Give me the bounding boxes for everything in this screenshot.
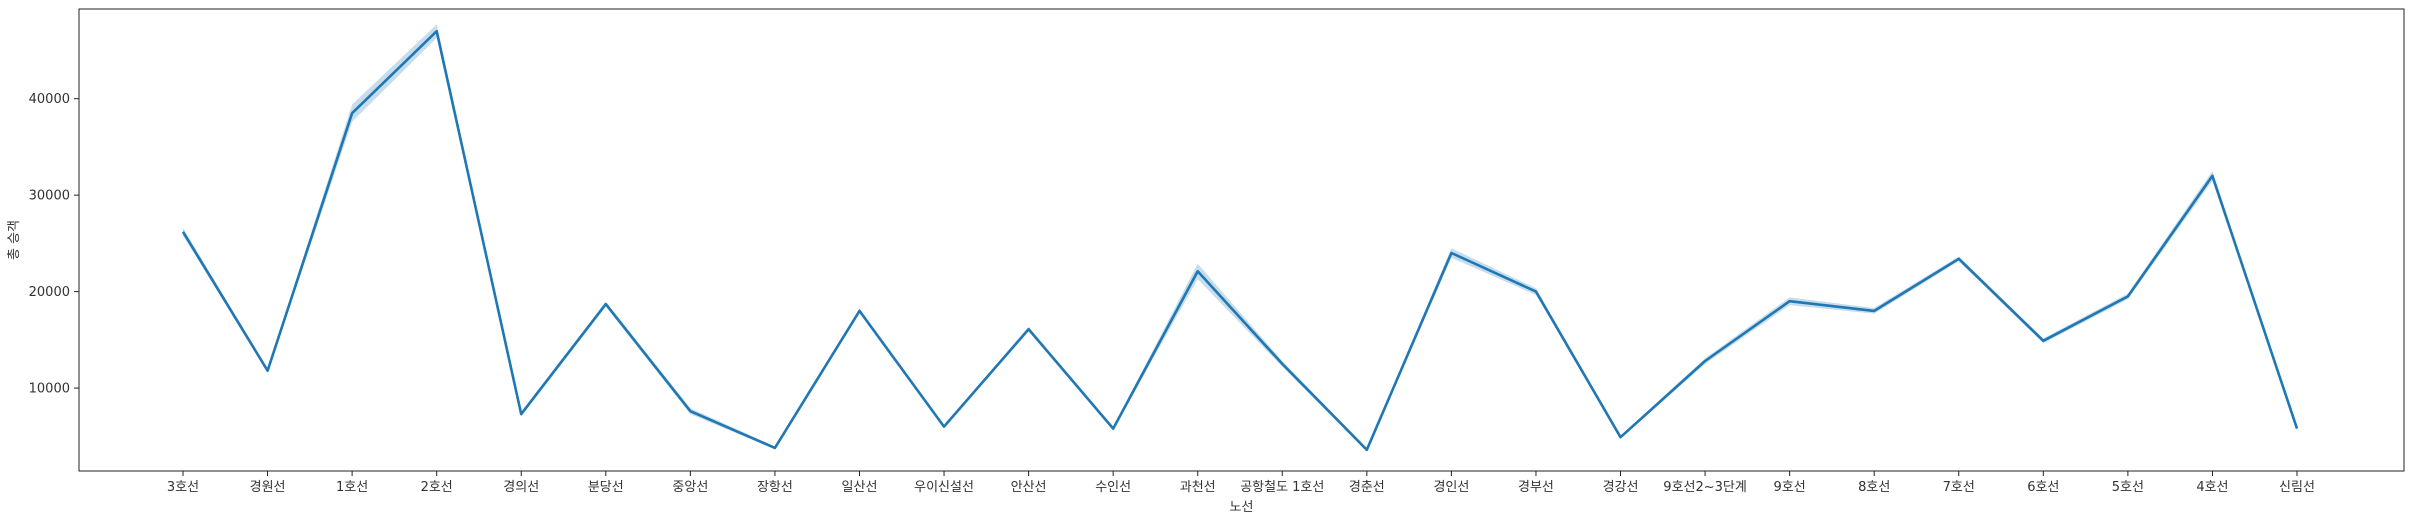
series-line-layer	[181, 29, 2299, 452]
x-tick-label: 9호선2~3단계	[1663, 480, 1747, 495]
x-tick-label: 우이신설선	[914, 480, 974, 495]
x-tick-label: 6호선	[2027, 480, 2059, 495]
x-tick-label: 경원선	[250, 480, 286, 495]
x-tick-label: 중앙선	[672, 480, 708, 495]
x-tick-label: 분당선	[588, 480, 624, 495]
y-tick-label: 10000	[29, 382, 70, 397]
x-axis-label: 노선	[1230, 500, 1254, 515]
x-axis-ticks: 3호선 경원선 1호선 2호선 경의선 분당선 중앙선 장항선 일산선 우이신설선 안산선 수인선 과천…	[167, 471, 2315, 495]
x-tick-label: 2호선	[421, 480, 453, 495]
x-tick-label: 공항철도 1호선	[1240, 480, 1324, 495]
y-axis-ticks: 10000 20000 30000 40000	[29, 92, 79, 397]
x-tick-label: 경부선	[1518, 480, 1554, 495]
x-tick-label: 5호선	[2112, 480, 2144, 495]
y-tick-label: 20000	[29, 285, 70, 300]
x-tick-label: 경춘선	[1349, 480, 1385, 495]
y-tick-label: 30000	[29, 189, 70, 204]
x-tick-label: 장항선	[757, 480, 793, 495]
x-tick-label: 수인선	[1095, 480, 1131, 495]
x-tick-label: 9호선	[1774, 480, 1806, 495]
x-tick-label: 과천선	[1180, 480, 1216, 495]
x-tick-label: 7호선	[1943, 480, 1975, 495]
plot-frame	[78, 8, 2405, 472]
y-tick-label: 40000	[29, 92, 70, 107]
x-tick-label: 경인선	[1433, 480, 1469, 495]
x-tick-label: 경의선	[503, 480, 539, 495]
confidence-band	[183, 24, 2297, 452]
x-tick-label: 4호선	[2196, 480, 2228, 495]
x-tick-label: 일산선	[842, 480, 878, 495]
x-tick-label: 경강선	[1603, 480, 1639, 495]
y-axis-label: 총 승객	[7, 220, 22, 260]
x-tick-label: 3호선	[167, 480, 199, 495]
x-tick-label: 1호선	[336, 480, 368, 495]
x-tick-label: 8호선	[1858, 480, 1890, 495]
x-tick-label: 안산선	[1011, 480, 1047, 495]
confidence-band-layer	[183, 24, 2297, 452]
series-line	[181, 29, 2299, 452]
x-tick-label: 신림선	[2279, 480, 2315, 495]
